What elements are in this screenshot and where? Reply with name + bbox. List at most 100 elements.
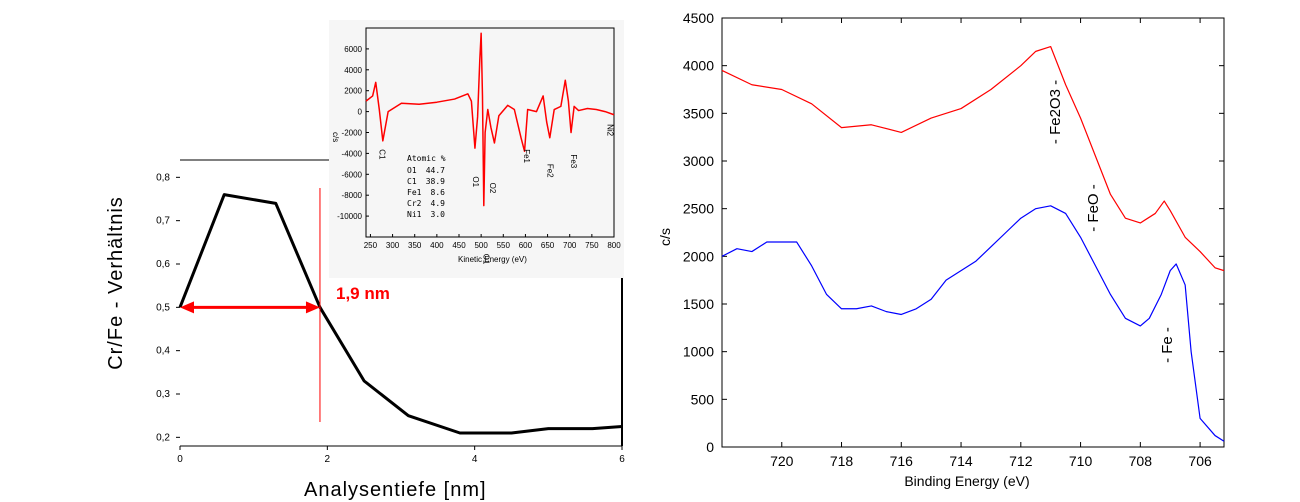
left-y-tick-label: 0,3 bbox=[156, 389, 170, 400]
inset-x-tick-label: 350 bbox=[408, 241, 422, 250]
inset-x-tick-label: 300 bbox=[386, 241, 400, 250]
right-y-tick-label: 4000 bbox=[683, 58, 714, 74]
atomic-row-element: O1 bbox=[407, 166, 417, 175]
inset-x-tick-label: 700 bbox=[563, 241, 577, 250]
cr-fe-series-line bbox=[178, 193, 623, 435]
depth-double-arrow bbox=[180, 301, 320, 314]
inset-spectrum-line bbox=[365, 32, 615, 207]
right-y-ticks: 0 500 1000 1500 2000 2500 3000 3500 4000 4500 bbox=[683, 10, 1224, 455]
inset-x-tick-label: 550 bbox=[497, 241, 511, 250]
arrow-head-right bbox=[305, 301, 320, 314]
right-x-tick-label: 720 bbox=[770, 453, 794, 469]
fe2o3-annotation: - Fe2O3 - bbox=[1047, 80, 1064, 144]
inset-y-ticks: 6000 4000 2000 0 -2000 -4000 -6000 -8000 -10000 bbox=[337, 45, 369, 221]
left-x-ticks: 0 2 4 6 bbox=[177, 446, 625, 465]
right-y-tick-label: 3000 bbox=[683, 153, 714, 169]
left-y-axis-label: Cr/Fe - Verhältnis bbox=[105, 196, 127, 370]
left-x-tick-label: 0 bbox=[177, 454, 183, 465]
right-y-tick-label: 3500 bbox=[683, 105, 714, 121]
inset-y-axis-label: c/s bbox=[331, 132, 340, 142]
right-x-tick-label: 706 bbox=[1188, 453, 1212, 469]
inset-peak-label: O1 bbox=[481, 254, 490, 265]
right-y-tick-label: 1500 bbox=[683, 296, 714, 312]
fe-spectrum-bottom-line bbox=[721, 205, 1225, 442]
fe-annotation: - Fe - bbox=[1159, 327, 1176, 363]
right-y-axis-label: c/s bbox=[657, 228, 673, 246]
depth-annotation: 1,9 nm bbox=[336, 284, 390, 303]
fe-spectrum-top-line bbox=[721, 45, 1225, 272]
right-plot-frame bbox=[721, 17, 1225, 448]
left-x-axis-label: Analysentiefe [nm] bbox=[304, 479, 487, 501]
atomic-row-value: 8.6 bbox=[431, 188, 446, 197]
atomic-row-value: 38.9 bbox=[426, 177, 445, 186]
inset-y-tick-label: -6000 bbox=[342, 170, 363, 179]
feo-annotation: - FeO - bbox=[1085, 184, 1102, 232]
cr-fe-depth-chart: 0,2 0,3 0,4 0,5 0,6 0,7 0,8 0 2 4 6 1,9 nm Analys… bbox=[105, 159, 625, 501]
inset-peak-label: O1 bbox=[471, 176, 480, 187]
atomic-row-element: C1 bbox=[407, 177, 417, 186]
inset-y-tick-label: 0 bbox=[358, 108, 363, 117]
inset-x-ticks: 250 300 350 400 450 500 550 600 650 700 750 800 bbox=[364, 234, 621, 250]
left-y-tick-label: 0,8 bbox=[156, 172, 170, 183]
inset-x-tick-label: 800 bbox=[607, 241, 621, 250]
inset-peak-label: Fe1 bbox=[522, 149, 531, 163]
inset-y-tick-label: -2000 bbox=[342, 129, 363, 138]
left-y-tick-label: 0,6 bbox=[156, 259, 170, 270]
left-y-tick-label: 0,4 bbox=[156, 346, 170, 357]
left-y-tick-label: 0,5 bbox=[156, 302, 170, 313]
inset-x-axis-label: Kinetic Energy (eV) bbox=[458, 255, 527, 264]
right-y-tick-label: 1000 bbox=[683, 344, 714, 360]
right-x-axis-label: Binding Energy (eV) bbox=[904, 473, 1029, 489]
left-x-tick-label: 4 bbox=[472, 454, 478, 465]
atomic-table-rows: O1 44.7 C1 38.9 Fe1 8.6 Cr2 4.9 Ni1 3.0 bbox=[407, 166, 445, 219]
right-x-tick-label: 708 bbox=[1129, 453, 1153, 469]
inset-background bbox=[329, 20, 624, 278]
right-y-tick-label: 2000 bbox=[683, 248, 714, 264]
left-y-ticks: 0,2 0,3 0,4 0,5 0,6 0,7 0,8 bbox=[156, 172, 180, 443]
inset-x-tick-label: 650 bbox=[541, 241, 555, 250]
atomic-row-element: Ni1 bbox=[407, 210, 422, 219]
right-x-tick-label: 714 bbox=[949, 453, 973, 469]
inset-peak-label: Fe2 bbox=[546, 164, 555, 178]
right-x-tick-label: 712 bbox=[1009, 453, 1033, 469]
right-x-ticks: 720 718 716 714 712 710 708 706 bbox=[770, 18, 1212, 469]
right-y-tick-label: 0 bbox=[706, 439, 714, 455]
atomic-row-value: 44.7 bbox=[426, 166, 445, 175]
inset-x-tick-label: 750 bbox=[585, 241, 599, 250]
inset-peak-label: Fe3 bbox=[569, 154, 578, 168]
left-x-tick-label: 2 bbox=[325, 454, 331, 465]
inset-peak-label: Ni2 bbox=[605, 124, 614, 137]
atomic-row-value: 3.0 bbox=[431, 210, 446, 219]
inset-x-tick-label: 250 bbox=[364, 241, 378, 250]
inset-spectrum-chart: 6000400020000-2000-4000-6000-8000-10000 … bbox=[329, 20, 624, 278]
right-x-tick-label: 716 bbox=[890, 453, 914, 469]
atomic-row-element: Cr2 bbox=[407, 199, 422, 208]
inset-x-tick-label: 600 bbox=[519, 241, 533, 250]
right-y-tick-label: 4500 bbox=[683, 10, 714, 26]
inset-peak-labels: C1 O1 O2 O1 Fe1 Fe2 Fe3 Ni2 bbox=[377, 124, 614, 265]
inset-x-tick-label: 400 bbox=[430, 241, 444, 250]
left-x-tick-label: 6 bbox=[619, 454, 625, 465]
arrow-head-left bbox=[180, 301, 194, 314]
atomic-table-title: Atomic % bbox=[407, 154, 446, 163]
atomic-percent-table: Atomic % O1 44.7 C1 38.9 Fe1 8.6 Cr2 4.9 Ni1 3.0 bbox=[407, 154, 446, 219]
inset-peak-label: O2 bbox=[488, 183, 497, 194]
right-x-tick-label: 718 bbox=[830, 453, 854, 469]
atomic-row-element: Fe1 bbox=[407, 188, 422, 197]
inset-y-tick-label: -10000 bbox=[337, 212, 362, 221]
left-y-tick-label: 0,7 bbox=[156, 216, 170, 227]
inset-y-tick-label: -4000 bbox=[342, 149, 363, 158]
inset-y-tick-label: 4000 bbox=[344, 66, 362, 75]
xps-binding-energy-chart: 0 500 1000 1500 2000 2500 3000 3500 4000 4500 720… bbox=[657, 10, 1225, 489]
right-y-tick-label: 500 bbox=[691, 391, 715, 407]
inset-y-tick-label: 2000 bbox=[344, 87, 362, 96]
right-x-tick-label: 710 bbox=[1069, 453, 1093, 469]
inset-y-tick-label: 6000 bbox=[344, 45, 362, 54]
left-y-tick-label: 0,2 bbox=[156, 432, 170, 443]
inset-peak-label: C1 bbox=[377, 149, 386, 160]
atomic-row-value: 4.9 bbox=[431, 199, 446, 208]
inset-x-tick-label: 450 bbox=[452, 241, 466, 250]
inset-y-tick-label: -8000 bbox=[342, 191, 363, 200]
inset-x-tick-label: 500 bbox=[474, 241, 488, 250]
